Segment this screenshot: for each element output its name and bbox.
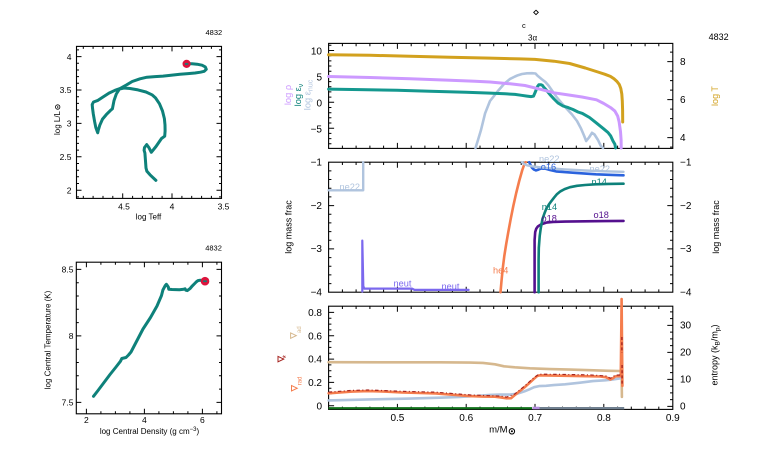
- svg-text:0.8: 0.8: [308, 308, 322, 319]
- svg-text:4: 4: [67, 52, 72, 62]
- svg-text:2.5: 2.5: [60, 152, 72, 162]
- svg-text:n14: n14: [542, 202, 557, 212]
- svg-text:log Central Density (g cm−3): log Central Density (g cm−3): [100, 427, 200, 436]
- svg-text:−3: −3: [680, 244, 692, 255]
- svg-text:4: 4: [170, 201, 175, 211]
- svg-text:0.5: 0.5: [390, 413, 404, 424]
- svg-text:2: 2: [67, 185, 72, 195]
- svg-text:−2: −2: [311, 201, 323, 212]
- svg-text:8: 8: [69, 331, 74, 341]
- svg-text:o18: o18: [594, 210, 609, 220]
- svg-text:−1: −1: [311, 158, 323, 169]
- svg-text:6: 6: [200, 415, 205, 425]
- svg-text:he4: he4: [493, 266, 508, 276]
- svg-text:neut: neut: [394, 278, 412, 288]
- svg-text:ne22: ne22: [340, 182, 360, 192]
- svg-text:−4: −4: [311, 288, 323, 299]
- svg-text:10: 10: [311, 47, 323, 58]
- svg-text:*: *: [281, 355, 291, 359]
- svg-text:3.5: 3.5: [60, 85, 72, 95]
- svg-text:0.4: 0.4: [308, 355, 322, 366]
- svg-text:log εν: log εν: [293, 83, 305, 106]
- svg-text:rad: rad: [298, 377, 304, 386]
- svg-text:0.6: 0.6: [459, 413, 473, 424]
- svg-text:log Central Temperature (K): log Central Temperature (K): [43, 290, 52, 389]
- svg-text:4.5: 4.5: [118, 201, 130, 211]
- svg-text:−1: −1: [680, 158, 692, 169]
- svg-text:log Teff: log Teff: [136, 213, 162, 222]
- svg-text:ad: ad: [297, 326, 303, 333]
- svg-text:−4: −4: [680, 288, 692, 299]
- svg-text:neut: neut: [442, 282, 460, 292]
- svg-text:log mass frac: log mass frac: [284, 200, 294, 254]
- svg-text:8: 8: [680, 57, 686, 68]
- svg-text:o16: o16: [541, 162, 556, 172]
- svg-text:o18: o18: [542, 214, 557, 224]
- svg-text:3.5: 3.5: [218, 201, 230, 211]
- svg-text:log ρ: log ρ: [283, 85, 293, 105]
- svg-text:0.6: 0.6: [308, 331, 322, 342]
- svg-text:0: 0: [316, 401, 322, 412]
- svg-text:0: 0: [316, 98, 322, 109]
- svg-text:10: 10: [680, 375, 692, 386]
- svg-text:3: 3: [67, 119, 72, 129]
- svg-text:−2: −2: [680, 201, 692, 212]
- svg-text:20: 20: [680, 348, 692, 359]
- svg-text:4832: 4832: [206, 28, 223, 37]
- svg-text:5: 5: [316, 73, 322, 84]
- svg-text:log mass frac: log mass frac: [711, 200, 721, 254]
- svg-text:0.8: 0.8: [597, 413, 611, 424]
- svg-text:0.2: 0.2: [308, 378, 322, 389]
- svg-text:ne22: ne22: [539, 154, 559, 164]
- svg-text:6: 6: [680, 95, 686, 106]
- svg-text:4832: 4832: [709, 32, 729, 42]
- svg-text:8.5: 8.5: [62, 265, 74, 275]
- svg-text:0.7: 0.7: [528, 413, 542, 424]
- svg-text:0.9: 0.9: [666, 413, 680, 424]
- svg-text:m/M: m/M: [489, 425, 508, 436]
- svg-text:4: 4: [142, 415, 147, 425]
- svg-text:0: 0: [680, 402, 686, 413]
- svg-text:3α: 3α: [528, 33, 537, 42]
- svg-text:c: c: [522, 21, 526, 30]
- svg-text:n14: n14: [592, 177, 607, 187]
- svg-text:−3: −3: [311, 244, 323, 255]
- svg-text:entropy (kB/mp): entropy (kB/mp): [710, 325, 722, 386]
- svg-text:30: 30: [680, 321, 692, 332]
- svg-text:4832: 4832: [205, 243, 222, 252]
- svg-text:ne22: ne22: [590, 164, 610, 174]
- svg-text:−5: −5: [311, 124, 323, 135]
- svg-text:7.5: 7.5: [62, 398, 74, 408]
- svg-text:4: 4: [680, 133, 686, 144]
- svg-text:log L/L: log L/L: [53, 110, 62, 135]
- svg-text:log T: log T: [710, 86, 720, 106]
- svg-text:2: 2: [84, 415, 89, 425]
